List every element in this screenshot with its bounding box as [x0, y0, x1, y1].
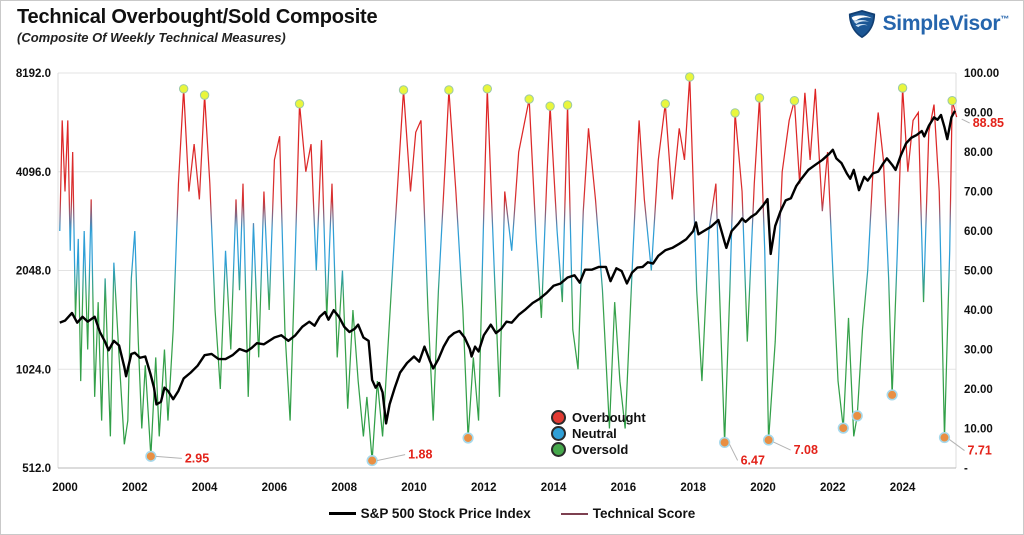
x-tick-label: 2018 [680, 482, 706, 494]
oversold-marker [837, 422, 849, 434]
x-tick-label: 2024 [890, 482, 916, 494]
overbought-marker [897, 83, 908, 93]
annotation-value: 6.47 [741, 453, 765, 467]
oversold-marker [462, 432, 474, 444]
y-right-tick-label: 80.00 [964, 147, 993, 159]
oversold-marker [145, 450, 157, 462]
overbought-marker [754, 93, 765, 103]
y-left-tick-label: 4096.0 [16, 167, 51, 179]
series-legend: S&P 500 Stock Price Index Technical Scor… [1, 506, 1023, 521]
annotation-value: 7.71 [967, 444, 991, 458]
overbought-marker [178, 84, 189, 94]
annotation-leader [729, 444, 739, 461]
axis-tick-labels: 8192.0 4096.0 2048.0 1024.0 512.0 100.00 90.00… [16, 68, 999, 494]
x-tick-label: 2012 [471, 482, 497, 494]
annotation-leader [377, 454, 406, 462]
y-left-tick-label: 512.0 [22, 463, 51, 475]
page-title: Technical Overbought/Sold Composite [17, 6, 378, 28]
overbought-marker [524, 94, 534, 104]
legend-item-technical-score: Technical Score [560, 506, 696, 521]
legend-label: Overbought [572, 409, 646, 425]
overbought-marker [444, 85, 454, 95]
y-right-tick-label: 30.00 [964, 345, 993, 357]
neutral-dot-icon [551, 425, 566, 441]
y-right-tick-label: 20.00 [964, 384, 993, 396]
overbought-marker [398, 85, 409, 95]
trademark: ™ [1000, 14, 1009, 24]
y-right-tick-label: - [964, 463, 968, 475]
oversold-marker [366, 454, 378, 467]
overbought-marker [199, 90, 210, 100]
annotation-value: 88.85 [973, 116, 1004, 130]
simplevisor-logo: SimpleVisor™ [847, 9, 1009, 39]
oversold-marker [851, 410, 863, 422]
x-tick-label: 2022 [820, 482, 846, 494]
y-left-tick-label: 8192.0 [16, 68, 51, 80]
score-legend: Overbought Neutral Oversold [551, 409, 646, 457]
overbought-marker [789, 95, 800, 106]
simplevisor-eagle-icon [848, 9, 875, 39]
y-right-tick-label: 90.00 [964, 108, 993, 120]
annotation-value: 7.08 [794, 443, 818, 457]
x-tick-label: 2006 [262, 482, 288, 494]
annotation-leader [155, 455, 182, 459]
annotation-value: 2.95 [185, 451, 209, 465]
y-left-tick-label: 1024.0 [16, 364, 51, 376]
annotation-leader [949, 439, 965, 451]
oversold-marker [886, 389, 898, 401]
overbought-marker [294, 99, 305, 109]
legend-label: Oversold [572, 441, 629, 457]
y-right-tick-label: 60.00 [964, 226, 993, 238]
legend-item-neutral: Neutral [551, 425, 646, 441]
legend-label: Neutral [572, 425, 617, 441]
overbought-marker [482, 84, 492, 94]
legend-item-sp500: S&P 500 Stock Price Index [328, 506, 531, 521]
legend-item-overbought: Overbought [551, 409, 646, 425]
x-tick-label: 2020 [750, 482, 776, 494]
oversold-marker [762, 434, 775, 446]
overbought-dot-icon [551, 409, 566, 425]
gridlines [58, 72, 956, 469]
x-tick-label: 2000 [52, 482, 78, 494]
overbought-marker [685, 72, 695, 82]
y-right-tick-label: 50.00 [964, 266, 993, 278]
y-right-tick-label: 40.00 [964, 305, 993, 317]
y-right-tick-label: 100.00 [964, 68, 999, 80]
oversold-marker [719, 436, 731, 449]
overbought-marker [660, 99, 670, 109]
x-tick-label: 2010 [401, 482, 427, 494]
annotation-leader [961, 118, 970, 124]
overbought-marker [730, 108, 740, 118]
sp500-line [59, 110, 957, 425]
y-left-tick-label: 2048.0 [16, 266, 51, 278]
annotation-leader [773, 441, 791, 451]
oversold-dot-icon [551, 441, 566, 457]
overbought-markers [178, 72, 957, 118]
oversold-markers [145, 389, 951, 467]
x-tick-label: 2014 [541, 482, 567, 494]
x-tick-label: 2004 [192, 482, 218, 494]
overbought-marker [562, 100, 573, 110]
y-right-tick-label: 10.00 [964, 424, 993, 436]
legend-label: S&P 500 Stock Price Index [360, 506, 531, 521]
annotations: 2.95 1.88 6.47 7.08 7.71 88.85 [155, 116, 1004, 467]
x-tick-label: 2008 [331, 482, 357, 494]
legend-label: Technical Score [592, 506, 696, 521]
legend-item-oversold: Oversold [551, 441, 646, 457]
header: Technical Overbought/Sold Composite (Com… [17, 5, 378, 45]
annotation-value: 1.88 [408, 448, 432, 462]
sp500-line-swatch [328, 512, 356, 515]
y-right-tick-label: 70.00 [964, 187, 993, 199]
brand-name: SimpleVisor™ [882, 12, 1010, 35]
x-tick-label: 2002 [122, 482, 148, 494]
x-tick-label: 2016 [611, 482, 637, 494]
oversold-marker [938, 431, 951, 444]
technical-score-line [59, 76, 958, 461]
technical-score-line-swatch [560, 512, 588, 515]
overbought-marker [545, 101, 555, 111]
page-subtitle: (Composite Of Weekly Technical Measures) [17, 30, 286, 45]
overbought-marker [947, 95, 957, 106]
